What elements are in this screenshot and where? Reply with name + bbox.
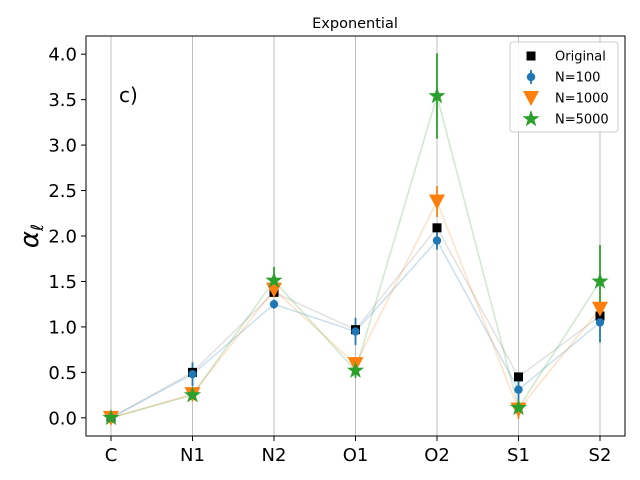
x-tick-label: S1 (507, 445, 530, 466)
y-tick-label: 3.5 (48, 90, 77, 111)
legend: Original N=100 N=1000 N=5000 (509, 41, 619, 133)
legend-marker (526, 51, 536, 61)
y-tick-label: 2.5 (48, 181, 77, 202)
axis-ticks: C N1 N2 O1 O2 S1 S2 0.0 0.5 1.0 1.5 2.0 2.5 3.0 3.5 4.0 (48, 45, 611, 466)
data-point (269, 299, 279, 309)
data-point (595, 318, 605, 327)
data-point (432, 223, 442, 233)
legend-marker (522, 110, 540, 127)
x-tick-label: O2 (424, 445, 450, 466)
data-point (514, 372, 523, 382)
legend-frame (509, 41, 619, 133)
y-tick-label: 2.0 (48, 227, 77, 248)
legend-label: N=100 (555, 71, 600, 86)
y-tick-label: 1.5 (48, 272, 77, 293)
x-tick-label: N1 (180, 445, 205, 466)
data-point (428, 87, 446, 104)
legend-marker (523, 91, 539, 106)
y-tick-label: 0.0 (48, 408, 77, 429)
x-tick-label: N2 (262, 445, 287, 466)
series-markers (102, 87, 609, 426)
legend-label: N=1000 (555, 92, 609, 107)
panel-annotation: c) (119, 83, 138, 107)
x-tick-label: O1 (343, 445, 369, 466)
data-point (432, 236, 442, 245)
data-point (102, 408, 120, 426)
y-tick-label: 0.5 (48, 363, 77, 384)
grid-layer (110, 36, 601, 436)
y-tick-label: 3.0 (48, 136, 77, 157)
data-point (188, 369, 197, 379)
x-tick-label: S2 (589, 445, 612, 466)
data-point (265, 271, 283, 288)
y-tick-label: 1.0 (48, 317, 77, 338)
data-point (183, 386, 202, 403)
data-point (346, 361, 365, 378)
legend-label: N=5000 (555, 113, 609, 128)
legend-label: Original (555, 50, 606, 65)
data-point (351, 327, 360, 336)
x-tick-label: C (105, 445, 118, 466)
chart-title: Exponential (312, 16, 398, 32)
data-point (591, 272, 609, 289)
y-tick-label: 4.0 (48, 45, 77, 66)
data-point (429, 194, 445, 210)
data-point (509, 398, 528, 416)
data-point (514, 385, 523, 394)
data-point (592, 301, 608, 317)
